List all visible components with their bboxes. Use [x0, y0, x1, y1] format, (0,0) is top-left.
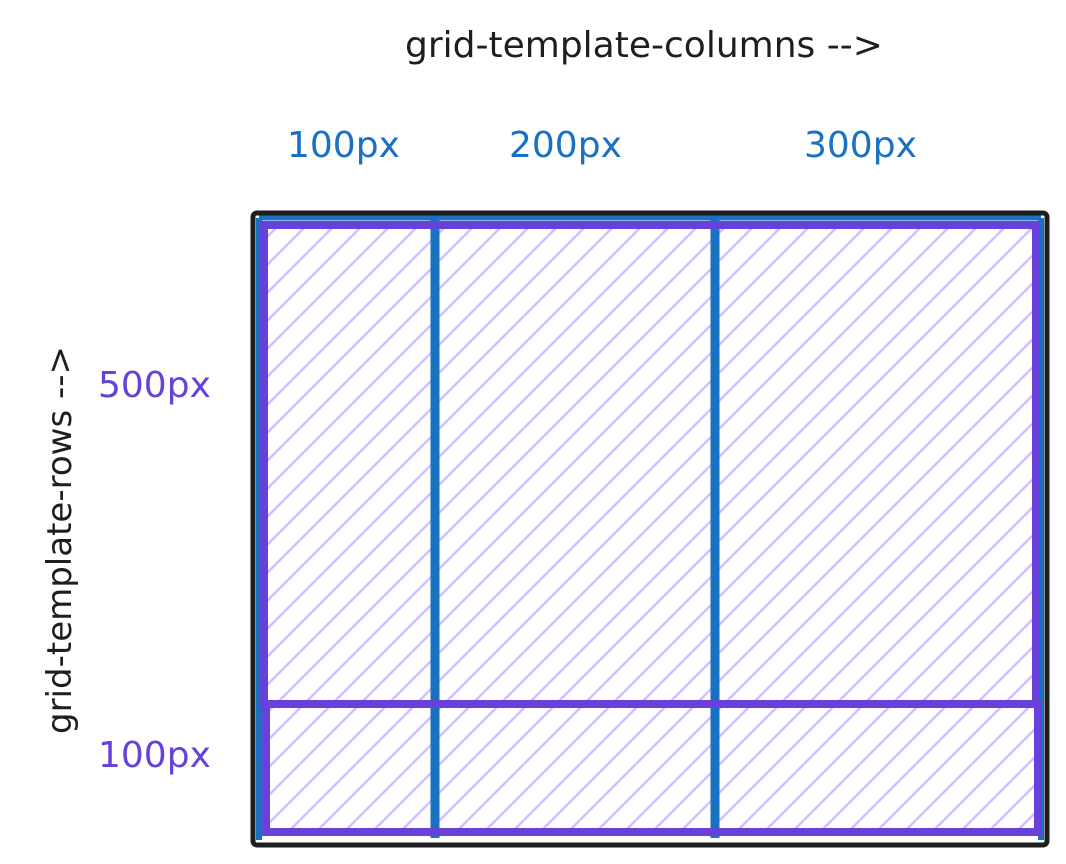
column-2-size-label: 200px	[509, 125, 622, 166]
column-1-size-label: 100px	[287, 125, 400, 166]
grid-container	[250, 210, 1050, 848]
row-2-size-label: 100px	[98, 735, 211, 776]
column-3-size-label: 300px	[804, 125, 917, 166]
row-2-outline	[262, 700, 1042, 836]
grid-hatch-fill	[264, 226, 1038, 834]
row-1-size-label: 500px	[98, 365, 211, 406]
grid-template-columns-title: grid-template-columns -->	[405, 25, 883, 66]
